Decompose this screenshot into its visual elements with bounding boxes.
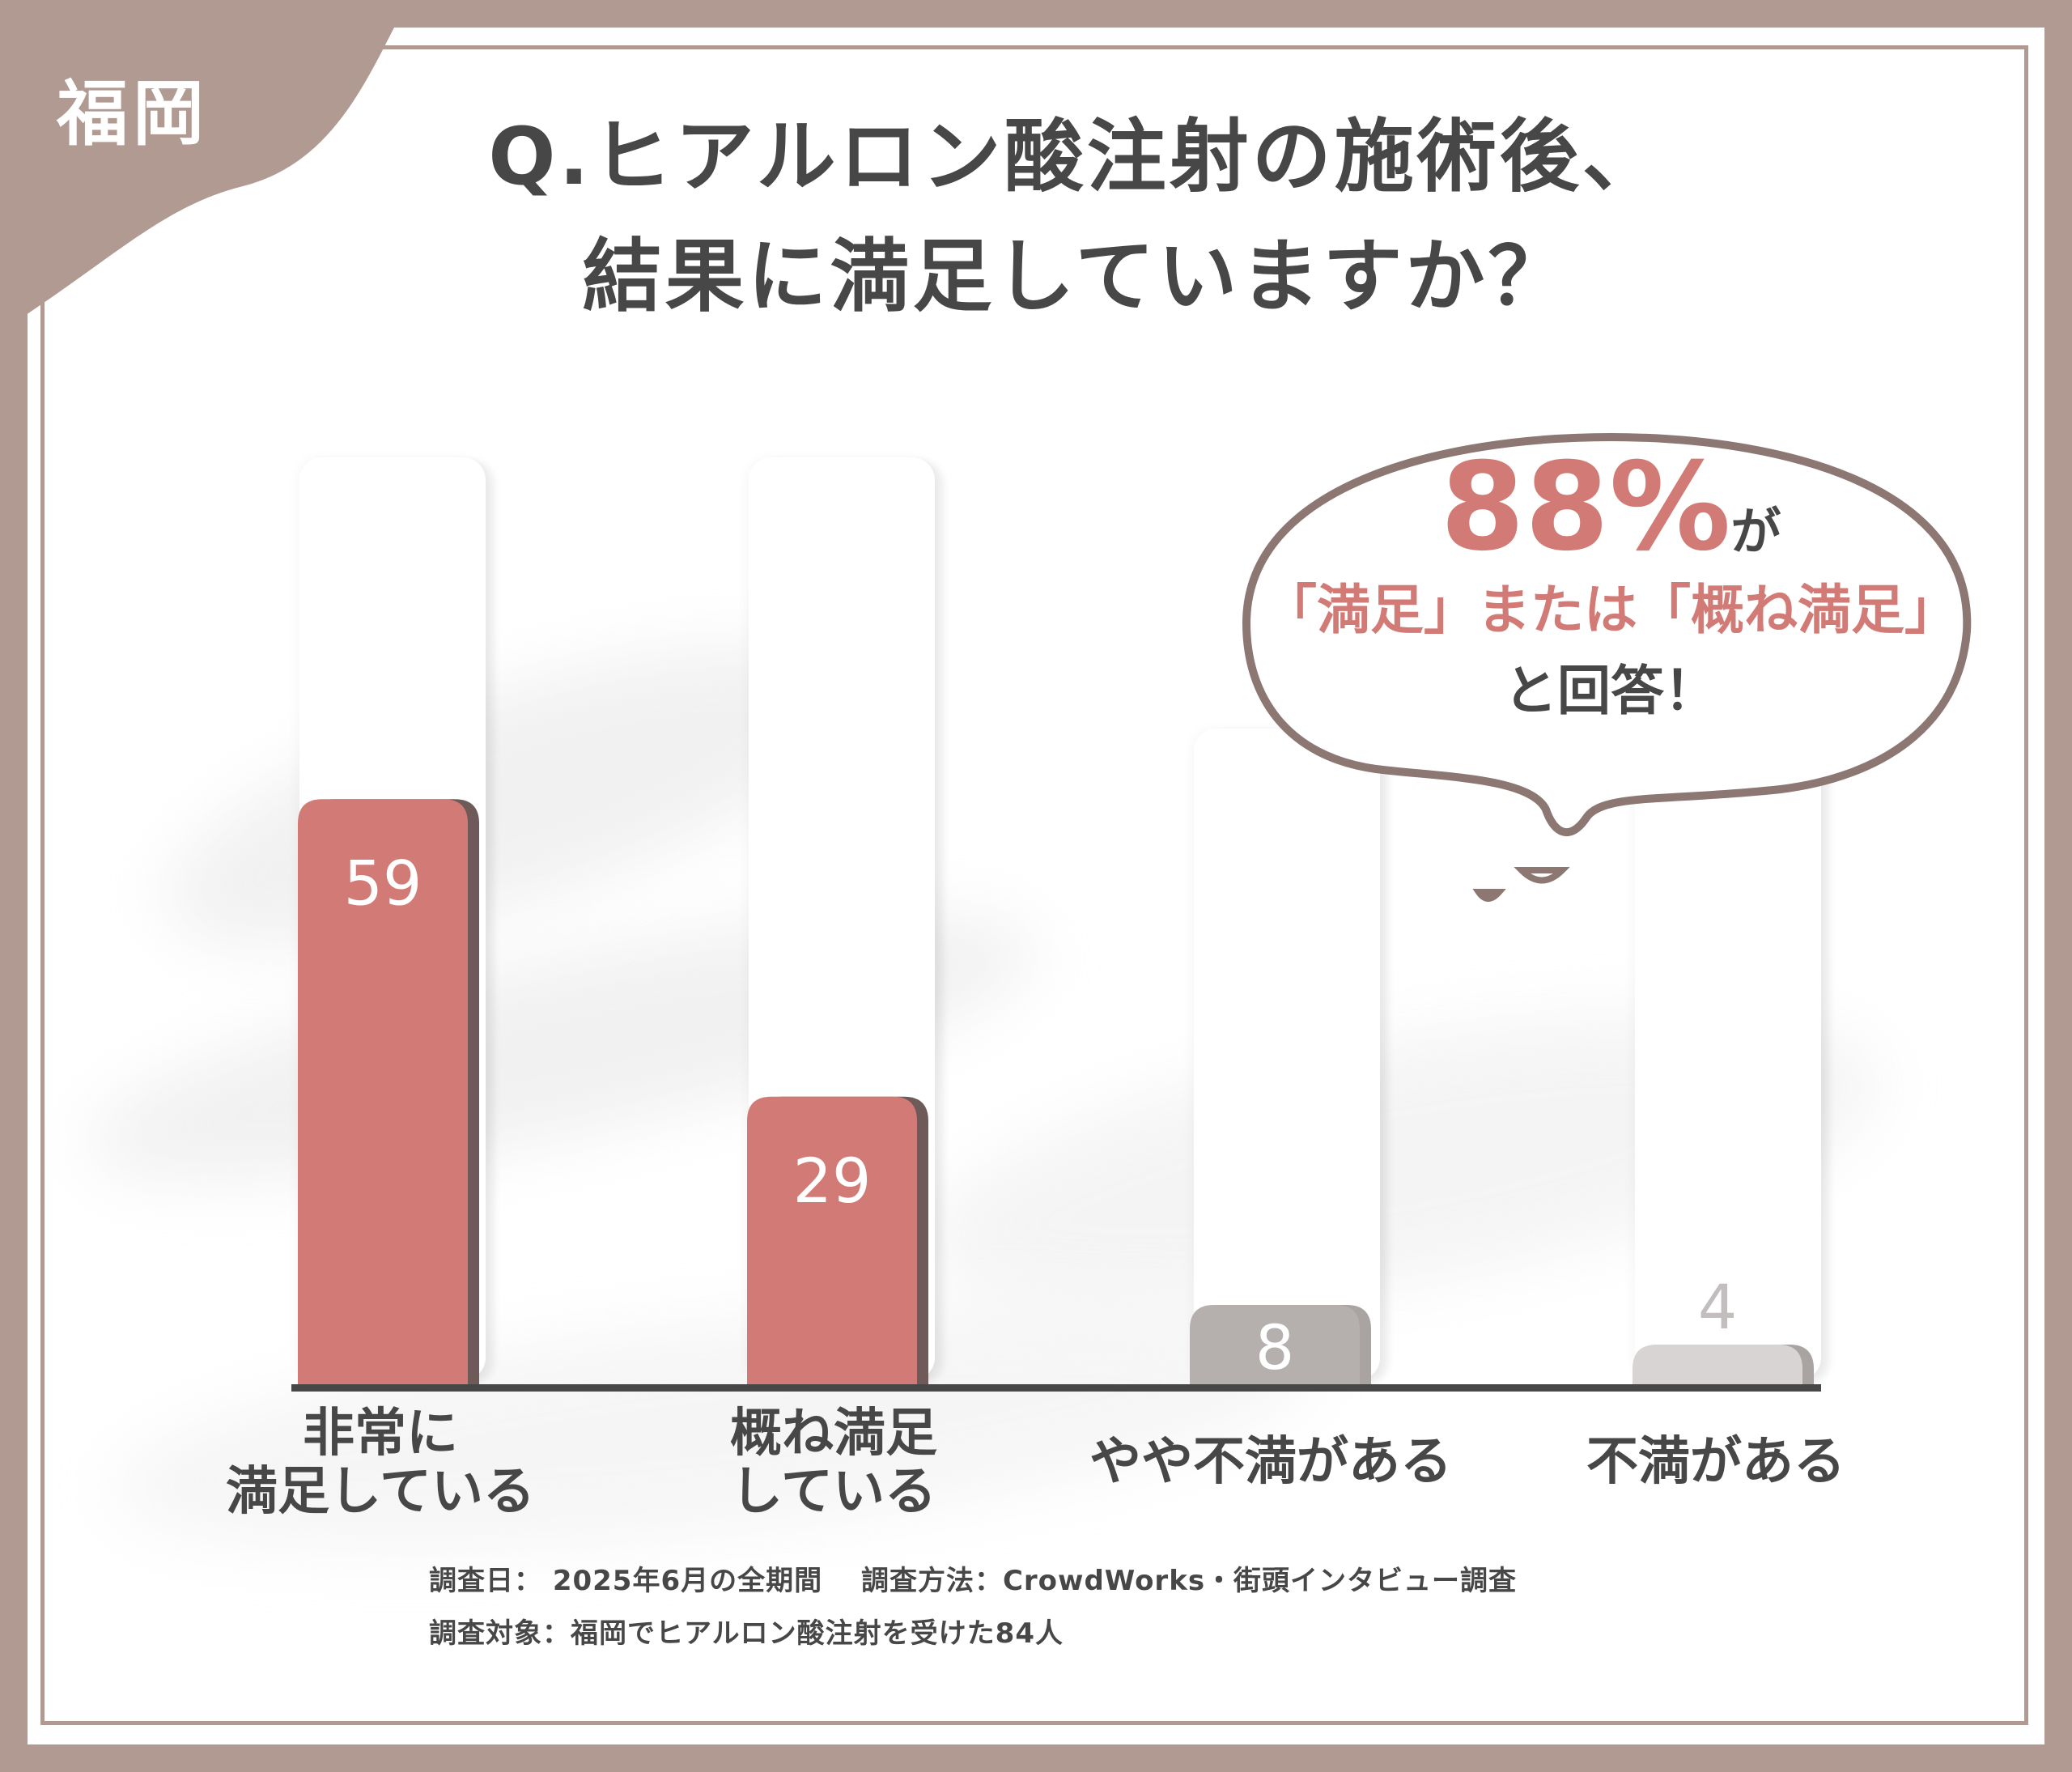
bar-value-label: 4	[1698, 1271, 1737, 1343]
corner-tab	[0, 0, 409, 332]
callout-headline: 88%が	[1230, 437, 1991, 578]
bar	[298, 799, 468, 1384]
category-label: 不満がある	[1586, 1432, 1845, 1492]
bar-group: 29	[747, 1096, 928, 1384]
bar	[1190, 1305, 1360, 1384]
survey-date-method: 調査日： 2025年6月の全期間 調査方法：CrowdWorks・街頭インタビュ…	[429, 1565, 1518, 1597]
callout-end: と回答！	[1504, 660, 1717, 722]
bar-value-label: 8	[1255, 1311, 1294, 1383]
survey-target: 調査対象：福岡でヒアルロン酸注射を受けた84人	[429, 1617, 1064, 1650]
baseline	[291, 1384, 1821, 1392]
bar	[747, 1096, 917, 1384]
region-label: 福岡	[57, 72, 210, 155]
callout-percent: 88%	[1440, 437, 1731, 578]
bar-value-label: 59	[344, 847, 422, 919]
bar-track	[1635, 729, 1821, 1380]
category-label: 非常に 満足している	[225, 1404, 536, 1522]
bar-value-label: 29	[793, 1145, 872, 1217]
title-line-1: Q.ヒアルロン酸注射の施術後、	[488, 111, 1665, 203]
category-label: やや不満がある	[1089, 1432, 1452, 1492]
chart-title: Q.ヒアルロン酸注射の施術後、 結果に満足していますか？	[275, 97, 1878, 337]
callout-middle: 「満足」または「概ね満足」	[1263, 579, 1958, 641]
bar-group: 8	[1190, 1305, 1371, 1384]
bar-group: 4	[1633, 1271, 1814, 1384]
bar-group: 59	[298, 799, 479, 1384]
bar-track	[1194, 729, 1380, 1380]
callout-percent-suffix: が	[1730, 502, 1781, 561]
title-line-2: 結果に満足していますか？	[582, 231, 1571, 323]
category-label: 概ね満足 している	[730, 1404, 937, 1522]
bar	[1633, 1345, 1802, 1384]
